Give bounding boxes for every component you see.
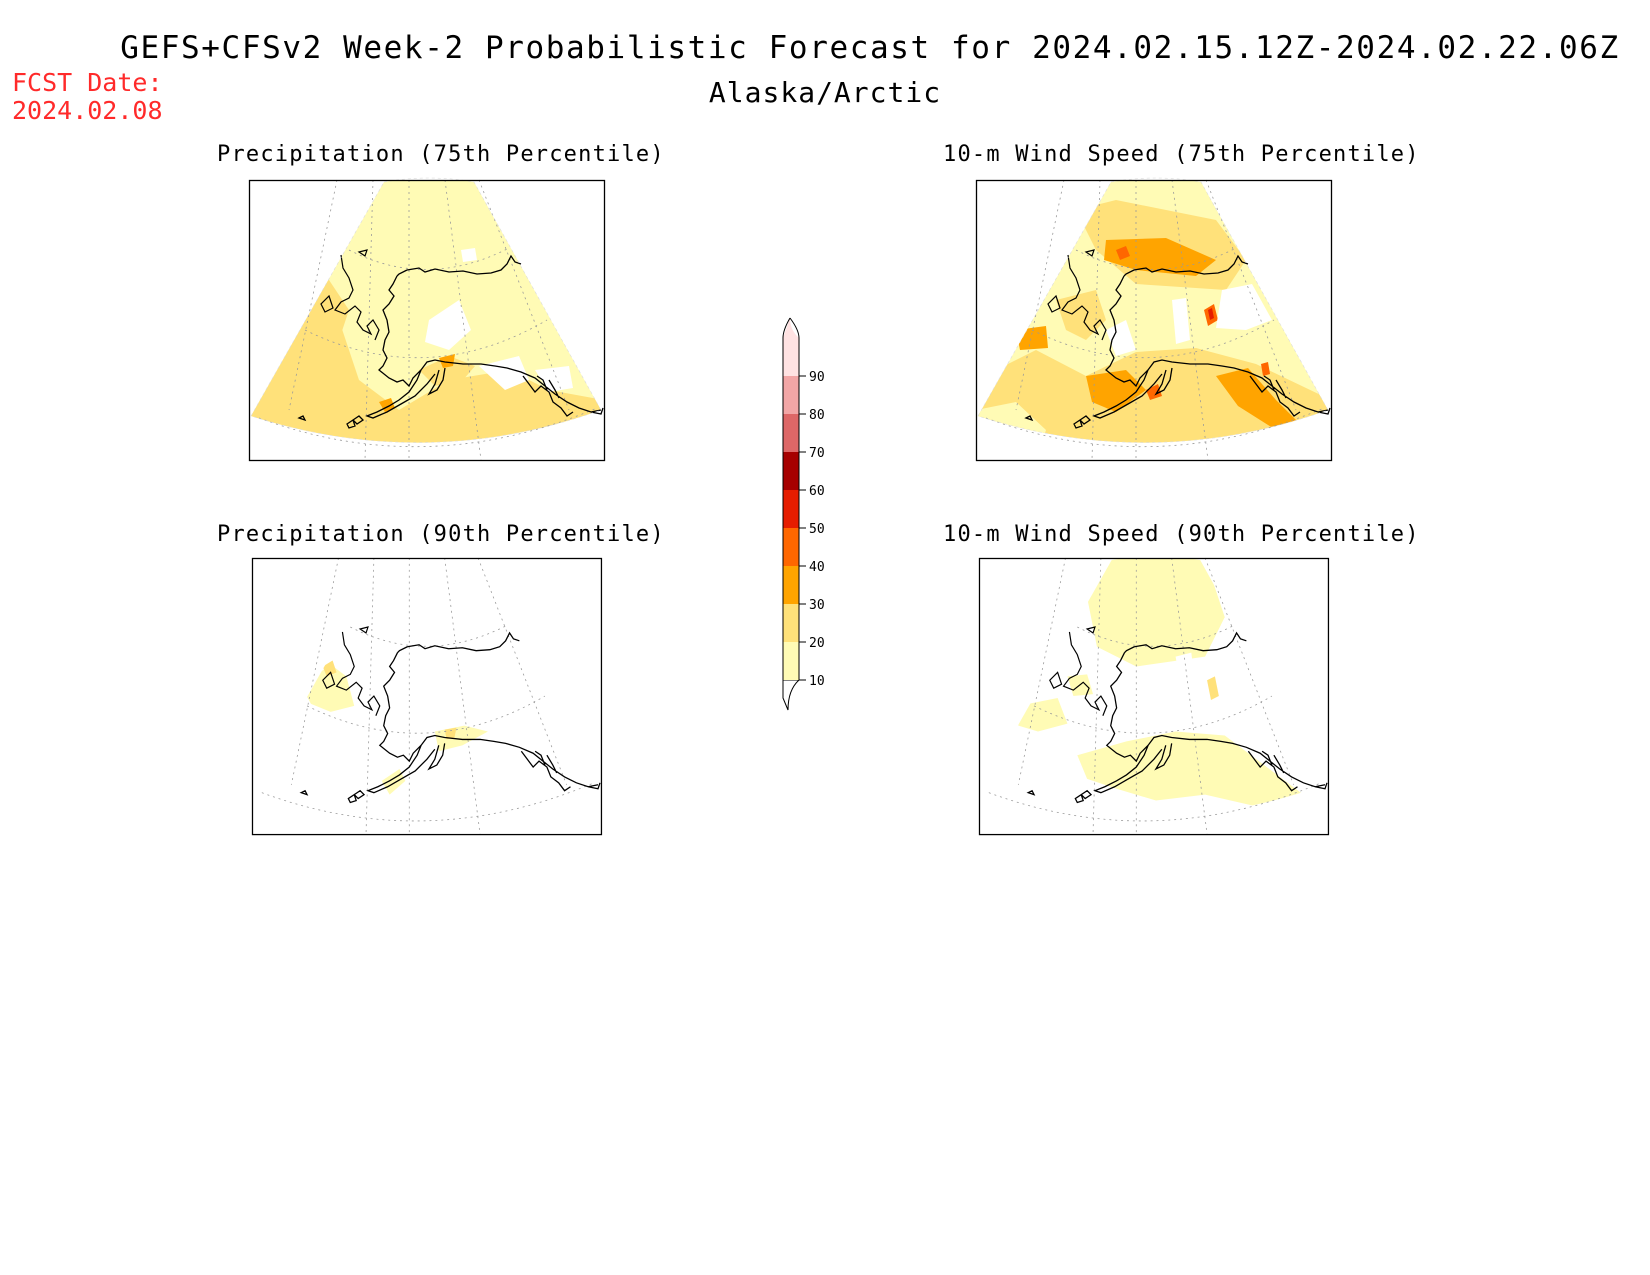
colorbar-label: 50 xyxy=(809,522,825,537)
panel-title-precip-75: Precipitation (75th Percentile) xyxy=(217,142,665,167)
colorbar-label: 10 xyxy=(809,674,825,689)
colorbar-label: 90 xyxy=(809,370,825,385)
precip-90-shading xyxy=(253,558,599,817)
map-panel-precip-75 xyxy=(248,177,606,462)
colorbar: 10 20 30 40 50 60 70 80 90 xyxy=(782,317,825,711)
colorbar-label: 60 xyxy=(809,484,825,499)
colorbar-swatch xyxy=(783,604,799,642)
colorbar-swatch xyxy=(783,452,799,490)
colorbar-swatch xyxy=(783,490,799,528)
colorbar-outline xyxy=(782,317,800,698)
colorbar-label: 40 xyxy=(809,560,825,575)
colorbar-bottom-tail xyxy=(782,679,801,711)
colorbar-swatch xyxy=(783,528,799,566)
map-panel-wind-90 xyxy=(978,557,1330,836)
colorbar-swatch xyxy=(783,642,799,680)
forecast-date-label: FCST Date: xyxy=(12,68,163,97)
colorbar-top-tail xyxy=(783,318,799,338)
region-subtitle: Alaska/Arctic xyxy=(708,76,942,109)
colorbar-label: 80 xyxy=(809,408,825,423)
panel-title-wind-90: 10-m Wind Speed (90th Percentile) xyxy=(943,522,1420,547)
panel-title-precip-90: Precipitation (90th Percentile) xyxy=(217,522,665,547)
panel-frame xyxy=(975,179,1333,462)
panel-frame xyxy=(978,557,1330,836)
panel-frame xyxy=(251,557,603,836)
colorbar-swatch xyxy=(783,414,799,452)
colorbar-label: 20 xyxy=(809,636,825,651)
panel-frame xyxy=(248,179,606,462)
map-panel-precip-90 xyxy=(251,557,603,836)
wind-90-shading xyxy=(980,558,1326,817)
forecast-date-value: 2024.02.08 xyxy=(12,96,163,125)
colorbar-label: 70 xyxy=(809,446,825,461)
main-title: GEFS+CFSv2 Week-2 Probabilistic Forecast… xyxy=(120,30,1620,66)
colorbar-swatch xyxy=(783,566,799,604)
colorbar-swatch xyxy=(783,338,799,376)
map-panel-wind-75 xyxy=(975,177,1333,462)
colorbar-label: 30 xyxy=(809,598,825,613)
colorbar-swatch xyxy=(783,376,799,414)
panel-title-wind-75: 10-m Wind Speed (75th Percentile) xyxy=(943,142,1420,167)
